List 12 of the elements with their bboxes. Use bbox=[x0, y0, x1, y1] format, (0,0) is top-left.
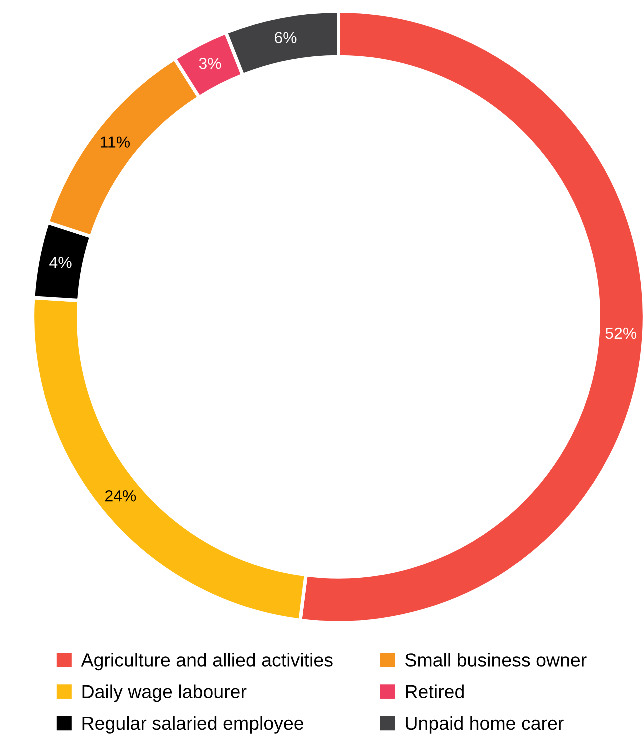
data-label: 3% bbox=[199, 58, 222, 70]
legend-label: Retired bbox=[406, 684, 464, 699]
data-label: 52% bbox=[606, 328, 637, 340]
data-label: 24% bbox=[106, 490, 136, 502]
legend-label: Agriculture and allied activities bbox=[81, 653, 333, 671]
data-label: 11% bbox=[100, 136, 130, 148]
legend-label: Unpaid home carer bbox=[406, 716, 564, 734]
legend-label: Daily wage labourer bbox=[82, 684, 247, 702]
legend-label: Small business owner bbox=[406, 653, 587, 667]
data-label: 6% bbox=[274, 32, 297, 44]
legend-label: Regular salaried employee bbox=[82, 716, 304, 734]
data-label: 4% bbox=[50, 257, 72, 268]
